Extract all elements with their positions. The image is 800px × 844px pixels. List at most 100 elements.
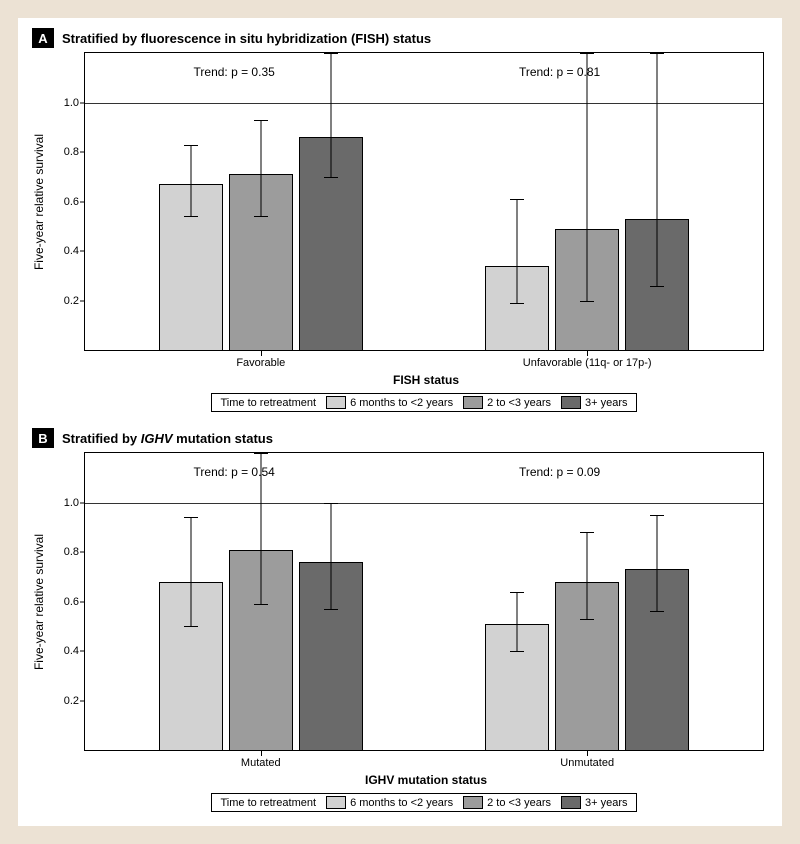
y-axis-label: Five-year relative survival	[32, 133, 46, 269]
legend-item: 6 months to <2 years	[326, 396, 453, 409]
error-cap-bottom	[184, 216, 198, 217]
error-bar	[331, 53, 332, 177]
legend-swatch	[326, 396, 346, 409]
error-cap-top	[510, 592, 524, 593]
error-bar	[586, 53, 587, 301]
bar-wrap	[625, 453, 689, 750]
error-cap-bottom	[650, 611, 664, 612]
error-cap-top	[184, 145, 198, 146]
bar-wrap	[555, 53, 619, 350]
legend-item: 2 to <3 years	[463, 396, 551, 409]
x-tick-mark	[261, 351, 262, 356]
chart-panel: BStratified by IGHV mutation status0.20.…	[32, 428, 768, 812]
bar-group	[485, 453, 689, 750]
error-bar	[191, 517, 192, 626]
error-cap-bottom	[510, 651, 524, 652]
bar-wrap	[299, 453, 363, 750]
bar-wrap	[555, 453, 619, 750]
chart-area: 0.20.40.60.81.0Five-year relative surviv…	[84, 52, 764, 350]
error-bar	[261, 120, 262, 217]
legend-item: 6 months to <2 years	[326, 796, 453, 809]
trend-text: Trend: p = 0.81	[519, 65, 600, 79]
y-tick-label: 0.4	[64, 645, 79, 657]
error-cap-top	[324, 503, 338, 504]
legend-item: 3+ years	[561, 796, 628, 809]
error-cap-bottom	[580, 619, 594, 620]
error-cap-bottom	[510, 303, 524, 304]
legend-item: 2 to <3 years	[463, 796, 551, 809]
legend-row: Time to retreatment 6 months to <2 years 2…	[84, 793, 764, 812]
panel-header: B Stratified by IGHV mutation status	[32, 428, 768, 448]
panel-letter: B	[32, 428, 54, 448]
legend-swatch	[326, 796, 346, 809]
figure-outer: AStratified by fluorescence in situ hybr…	[0, 0, 800, 844]
error-bar	[586, 532, 587, 619]
legend-label: 6 months to <2 years	[350, 397, 453, 409]
error-cap-top	[650, 515, 664, 516]
x-axis: MutatedUnmutated	[84, 750, 764, 771]
error-cap-top	[184, 517, 198, 518]
legend: Time to retreatment 6 months to <2 years 2…	[211, 393, 636, 412]
legend-swatch	[561, 796, 581, 809]
bar-wrap	[485, 453, 549, 750]
x-axis: Favorable Unfavorable (11q- or 17p-)	[84, 350, 764, 371]
error-cap-bottom	[254, 216, 268, 217]
trend-text: Trend: p = 0.09	[519, 465, 600, 479]
error-cap-bottom	[184, 626, 198, 627]
legend-swatch	[463, 396, 483, 409]
y-tick-label: 1.0	[64, 497, 79, 509]
figure-inner: AStratified by fluorescence in situ hybr…	[18, 18, 782, 826]
x-axis-label: IGHV mutation status	[84, 773, 768, 787]
y-tick-label: 0.2	[64, 695, 79, 707]
legend-title: Time to retreatment	[220, 797, 316, 809]
bar-wrap	[625, 53, 689, 350]
chart-area: 0.20.40.60.81.0Five-year relative surviv…	[84, 452, 764, 750]
y-tick-label: 0.6	[64, 196, 79, 208]
error-bar	[191, 145, 192, 217]
error-cap-top	[324, 53, 338, 54]
legend-label: 3+ years	[585, 797, 628, 809]
panel-title: Stratified by fluorescence in situ hybri…	[62, 31, 431, 46]
bar-wrap	[485, 53, 549, 350]
legend-title: Time to retreatment	[220, 397, 316, 409]
legend-swatch	[561, 396, 581, 409]
bar-group	[159, 53, 363, 350]
y-tick-label: 1.0	[64, 97, 79, 109]
error-cap-bottom	[324, 177, 338, 178]
x-tick-mark	[261, 751, 262, 756]
error-bar	[656, 515, 657, 612]
error-bar	[656, 53, 657, 286]
x-tick-mark	[587, 351, 588, 356]
error-bar	[516, 592, 517, 651]
error-cap-top	[580, 532, 594, 533]
bar-wrap	[159, 53, 223, 350]
x-tick-mark	[587, 751, 588, 756]
y-tick-label: 0.8	[64, 546, 79, 558]
error-cap-top	[254, 453, 268, 454]
x-tick-label: Favorable	[236, 357, 285, 369]
y-axis-label: Five-year relative survival	[32, 533, 46, 669]
error-cap-top	[580, 53, 594, 54]
y-tick-label: 0.8	[64, 146, 79, 158]
error-cap-top	[510, 199, 524, 200]
error-cap-bottom	[580, 301, 594, 302]
bar-wrap	[229, 453, 293, 750]
x-tick-label: Unfavorable (11q- or 17p-)	[523, 357, 652, 369]
error-cap-top	[650, 53, 664, 54]
error-cap-top	[254, 120, 268, 121]
legend-label: 3+ years	[585, 397, 628, 409]
plot-area: Trend: p = 0.54 Trend: p = 0.09	[85, 453, 763, 750]
legend-label: 6 months to <2 years	[350, 797, 453, 809]
error-bar	[331, 503, 332, 609]
bar-wrap	[229, 53, 293, 350]
x-tick-label: Unmutated	[560, 757, 614, 769]
panel-title: Stratified by IGHV mutation status	[62, 431, 273, 446]
legend-label: 2 to <3 years	[487, 797, 551, 809]
legend-item: 3+ years	[561, 396, 628, 409]
error-cap-bottom	[254, 604, 268, 605]
legend-row: Time to retreatment 6 months to <2 years 2…	[84, 393, 764, 412]
error-cap-bottom	[650, 286, 664, 287]
trend-text: Trend: p = 0.54	[194, 465, 275, 479]
chart-panel: AStratified by fluorescence in situ hybr…	[32, 28, 768, 412]
trend-text: Trend: p = 0.35	[194, 65, 275, 79]
